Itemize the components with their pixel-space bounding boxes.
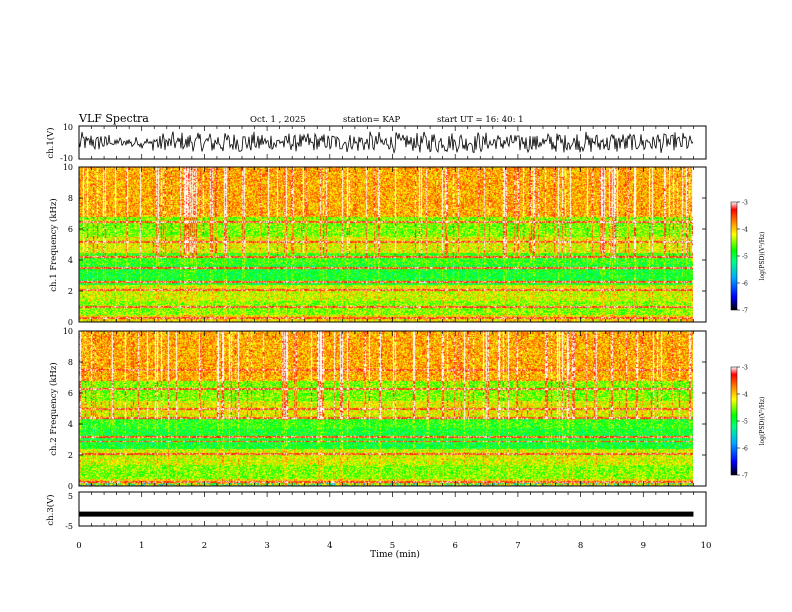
- time-tick-label: 4: [327, 541, 332, 551]
- ch1-waveform-line: [78, 131, 694, 155]
- date-label: Oct. 1 , 2025: [250, 115, 306, 125]
- ch2-frequency-ylabel-text: ch.2 Frequency (kHz): [48, 362, 59, 455]
- figure-header: VLF Spectra Oct. 1 , 2025 station= KAP s…: [78, 112, 524, 125]
- ch1-frequency-tick-label: 10: [63, 163, 73, 172]
- ch3-frame: [78, 491, 707, 527]
- ch1-colorbar-tick-label: -3: [742, 200, 748, 207]
- ch2-colorbar-ticks: -3 -4 -5 -6 -7: [737, 365, 748, 480]
- ch1-colorbar-ticks: -3 -4 -5 -6 -7: [737, 200, 748, 315]
- time-tick-label: 7: [515, 541, 520, 551]
- ch1-frequency-ticks: 0 2 4 6 8 10: [63, 163, 706, 327]
- ch2-frequency-tick-label: 8: [68, 358, 73, 367]
- time-axis: 0 1 2 3 4 5 6 7 8 9 10: [76, 126, 711, 551]
- ch2-spectrogram-panel: 0 2 4 6 8 10 ch.2 Frequency (kHz): [48, 327, 707, 491]
- ch2-frequency-tick-label: 0: [68, 482, 73, 491]
- ch2-colorbar-gradient: [730, 366, 738, 476]
- ch2-colorbar-tick-label: -3: [742, 365, 748, 372]
- ch1-frequency-ylabel-text: ch.1 Frequency (kHz): [48, 198, 59, 291]
- ch2-frequency-tick-label: 4: [68, 420, 73, 429]
- ch3-ylabel: ch.3(V): [45, 494, 56, 525]
- time-tick-label: 9: [641, 541, 646, 551]
- ch1-waveform-ylabel: ch.1(V): [45, 127, 56, 158]
- ch2-frequency-tick-label: 10: [63, 327, 73, 336]
- ch1-ytick-top: 10: [63, 123, 73, 132]
- ch1-spectrogram-panel: 0 2 4 6 8 10 ch.1 Frequency (kHz): [48, 163, 707, 327]
- ch2-frequency-tick-label: 6: [68, 389, 73, 398]
- time-tick-label: 10: [701, 541, 712, 551]
- ch1-colorbar: -3 -4 -5 -6 -7 log(PSD)(V²/Hz): [730, 200, 766, 315]
- time-tick-label: 6: [452, 541, 457, 551]
- ch1-colorbar-tick-label: -6: [742, 281, 748, 288]
- ch1-frequency-tick-label: 2: [68, 287, 73, 296]
- ch1-ytick-bottom: -10: [60, 154, 73, 163]
- ch2-colorbar-tick-label: -5: [742, 419, 748, 426]
- ch3-ytick-top: 5: [68, 492, 73, 501]
- ch1-frequency-ylabel: ch.1 Frequency (kHz): [48, 198, 59, 291]
- time-tick-label: 2: [202, 541, 207, 551]
- time-axis-label: Time (min): [370, 549, 420, 560]
- ch3-level-line: [79, 511, 694, 517]
- ch1-frequency-tick-label: 8: [68, 194, 73, 203]
- ch2-frequency-tick-label: 2: [68, 451, 73, 460]
- ch1-frequency-tick-label: 0: [68, 318, 73, 327]
- time-tick-label: 8: [578, 541, 583, 551]
- ch2-spectrogram-image: [79, 331, 693, 486]
- time-tick-label: 1: [139, 541, 144, 551]
- ch1-frequency-tick-label: 6: [68, 225, 73, 234]
- ch2-frequency-ticks: 0 2 4 6 8 10: [63, 327, 706, 491]
- ch2-frequency-ylabel: ch.2 Frequency (kHz): [48, 362, 59, 455]
- ch1-colorbar-tick-label: -4: [742, 227, 748, 234]
- ch1-colorbar-label: log(PSD)(V²/Hz): [759, 232, 766, 281]
- time-tick-label: 3: [264, 541, 269, 551]
- ch1-colorbar-gradient: [730, 201, 738, 311]
- ch3-ytick-bottom: -5: [65, 522, 73, 531]
- ch2-colorbar: -3 -4 -5 -6 -7 log(PSD)(V²/Hz): [730, 365, 766, 480]
- ch1-spectrogram-image: [79, 167, 693, 322]
- ch1-waveform-panel: 10 -10 ch.1(V): [45, 123, 707, 163]
- ch1-frequency-tick-label: 4: [68, 256, 73, 265]
- time-tick-label: 5: [390, 541, 395, 551]
- figure-title: VLF Spectra: [78, 112, 149, 125]
- time-tick-label: 0: [76, 541, 81, 551]
- ch1-colorbar-tick-label: -7: [742, 308, 748, 315]
- ch2-colorbar-tick-label: -6: [742, 446, 748, 453]
- ch2-colorbar-label: log(PSD)(V²/Hz): [759, 397, 766, 446]
- ch2-colorbar-tick-label: -7: [742, 473, 748, 480]
- ch3-panel: 5 -5 ch.3(V): [45, 491, 707, 531]
- station-label: station= KAP: [343, 115, 401, 125]
- ch1-colorbar-tick-label: -5: [742, 254, 748, 261]
- start-time-label: start UT = 16: 40: 1: [437, 115, 524, 125]
- ch2-colorbar-tick-label: -4: [742, 392, 748, 399]
